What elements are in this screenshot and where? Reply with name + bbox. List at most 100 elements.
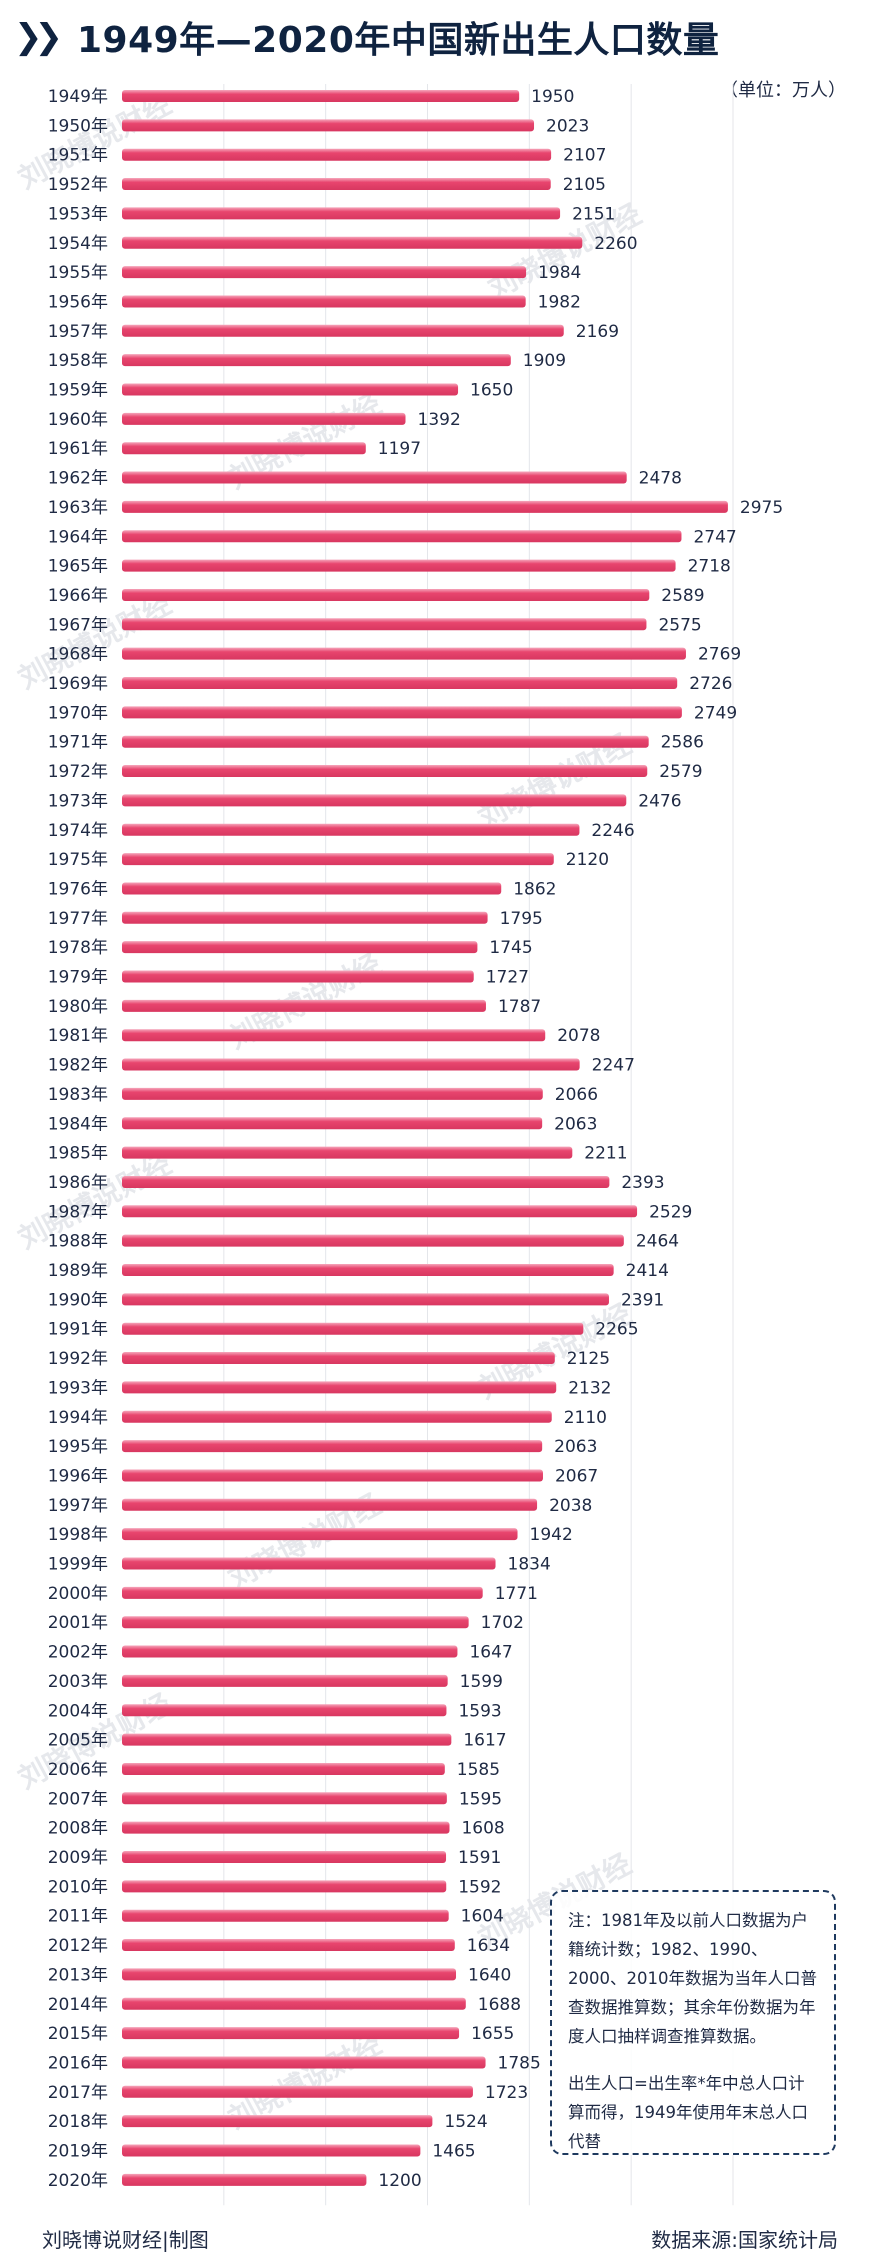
year-label: 2018年 — [48, 2112, 108, 2132]
value-label: 1593 — [458, 1701, 501, 1721]
year-label: 2001年 — [48, 1613, 108, 1633]
bar — [122, 677, 677, 689]
value-label: 2169 — [576, 322, 619, 342]
bar — [122, 853, 554, 865]
year-label: 1960年 — [48, 410, 108, 430]
value-label: 1200 — [378, 2171, 421, 2191]
value-label: 2246 — [591, 821, 634, 841]
bar — [122, 1968, 456, 1980]
year-label: 1958年 — [48, 351, 108, 371]
footer-credit: 刘晓博说财经|制图 — [42, 2224, 209, 2253]
year-label: 1972年 — [48, 762, 108, 782]
year-label: 1953年 — [48, 204, 108, 224]
year-label: 1987年 — [48, 1202, 108, 1222]
value-label: 1702 — [481, 1613, 524, 1633]
value-label: 1197 — [378, 439, 421, 459]
year-label: 1956年 — [48, 292, 108, 312]
value-label: 2464 — [636, 1232, 679, 1252]
value-label: 1909 — [523, 351, 566, 371]
value-label: 2393 — [621, 1173, 664, 1193]
value-label: 1942 — [530, 1525, 573, 1545]
bar — [122, 1587, 483, 1599]
value-label: 2247 — [592, 1056, 635, 1076]
year-label: 1955年 — [48, 263, 108, 283]
bar — [122, 1880, 446, 1892]
bar — [122, 971, 474, 983]
year-label: 1984年 — [48, 1114, 108, 1134]
value-label: 2023 — [546, 116, 589, 136]
bar — [122, 2145, 420, 2157]
year-label: 1963年 — [48, 498, 108, 518]
bar — [122, 794, 626, 806]
year-label: 1990年 — [48, 1290, 108, 1310]
value-label: 2586 — [661, 733, 704, 753]
year-label: 1950年 — [48, 116, 108, 136]
value-label: 1834 — [508, 1555, 551, 1575]
year-label: 1998年 — [48, 1525, 108, 1545]
bar — [122, 1205, 637, 1217]
bar — [122, 2027, 459, 2039]
year-label: 1951年 — [48, 146, 108, 166]
year-label: 2014年 — [48, 1995, 108, 2015]
bar — [122, 2115, 432, 2127]
value-label: 2476 — [638, 791, 681, 811]
value-label: 2414 — [626, 1261, 669, 1281]
bar — [122, 2086, 473, 2098]
year-label: 1975年 — [48, 850, 108, 870]
year-label: 2007年 — [48, 1789, 108, 1809]
year-label: 2017年 — [48, 2083, 108, 2103]
year-label: 2011年 — [48, 1907, 108, 1927]
year-label: 2012年 — [48, 1936, 108, 1956]
bar — [122, 648, 686, 660]
bar — [122, 384, 458, 396]
year-label: 2005年 — [48, 1731, 108, 1751]
value-label: 1982 — [538, 292, 581, 312]
note-paragraph-2: 出生人口=出生率*年中总人口计算而得，1949年使用年末总人口代替 — [568, 2069, 818, 2156]
bar — [122, 442, 366, 454]
year-label: 1974年 — [48, 821, 108, 841]
bar — [122, 1147, 572, 1159]
year-label: 1985年 — [48, 1144, 108, 1164]
bar — [122, 266, 526, 278]
value-label: 1787 — [498, 997, 541, 1017]
value-label: 2749 — [694, 703, 737, 723]
value-label: 2063 — [554, 1437, 597, 1457]
bar — [122, 1352, 555, 1364]
bar — [122, 354, 511, 366]
value-label: 2975 — [740, 498, 783, 518]
value-label: 2579 — [659, 762, 702, 782]
year-label: 1981年 — [48, 1026, 108, 1046]
value-label: 2769 — [698, 645, 741, 665]
bar — [122, 1499, 537, 1511]
year-label: 1982年 — [48, 1056, 108, 1076]
year-label: 1970年 — [48, 703, 108, 723]
bar — [122, 1616, 469, 1628]
bar — [122, 1763, 445, 1775]
bar — [122, 912, 488, 924]
bar — [122, 1029, 545, 1041]
year-label: 2016年 — [48, 2053, 108, 2073]
bar — [122, 1792, 447, 1804]
bar — [122, 1117, 542, 1129]
bar — [122, 1176, 609, 1188]
year-label: 2006年 — [48, 1760, 108, 1780]
value-label: 1524 — [444, 2112, 487, 2132]
year-label: 1996年 — [48, 1466, 108, 1486]
year-label: 1969年 — [48, 674, 108, 694]
bar — [122, 1293, 609, 1305]
year-label: 1961年 — [48, 439, 108, 459]
year-label: 1957年 — [48, 322, 108, 342]
year-label: 1965年 — [48, 557, 108, 577]
value-label: 2107 — [563, 146, 606, 166]
value-label: 2110 — [564, 1408, 607, 1428]
value-label: 1585 — [457, 1760, 500, 1780]
year-label: 1967年 — [48, 615, 108, 635]
bar — [122, 178, 551, 190]
year-label: 1952年 — [48, 175, 108, 195]
value-label: 2589 — [661, 586, 704, 606]
note-paragraph-1: 注：1981年及以前人口数据为户籍统计数；1982、1990、2000、2010… — [568, 1906, 818, 2051]
year-label: 1968年 — [48, 645, 108, 665]
bar — [122, 765, 647, 777]
bar — [122, 1734, 451, 1746]
bar — [122, 1822, 449, 1834]
